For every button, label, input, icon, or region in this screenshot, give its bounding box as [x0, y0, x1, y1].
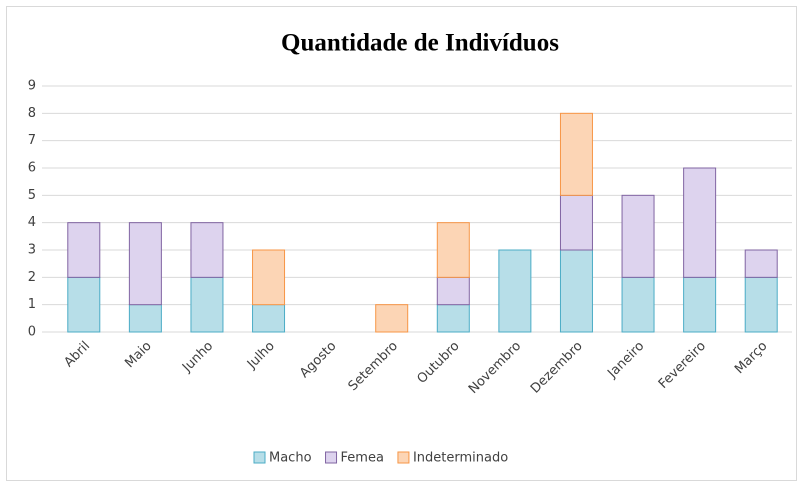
y-tick-label: 1 [28, 297, 36, 312]
bar-segment [621, 194, 655, 278]
bar-segment [436, 276, 470, 306]
chart-title: Quantidade de Indivíduos [281, 30, 559, 57]
bar-segment [252, 249, 286, 306]
y-tick-label: 3 [28, 243, 36, 258]
bar-segment [252, 304, 286, 333]
bar-segment [744, 276, 778, 333]
bar-segment [498, 249, 532, 333]
bar-segment [436, 222, 470, 278]
bar-segment [683, 167, 717, 278]
legend-swatch [397, 451, 410, 464]
legend-label: Femea [341, 451, 384, 466]
y-tick-label: 9 [28, 79, 36, 94]
bar-segment [683, 276, 717, 333]
legend-label: Macho [269, 451, 312, 466]
y-tick-label: 2 [28, 270, 36, 285]
y-tick-label: 0 [28, 325, 36, 340]
y-tick-label: 8 [28, 106, 36, 121]
y-tick-label: 6 [28, 161, 36, 176]
legend-label: Indeterminado [413, 451, 508, 466]
bar-segment [744, 249, 778, 278]
legend-swatch [253, 451, 266, 464]
chart-border [6, 6, 797, 481]
legend-swatch [325, 451, 338, 464]
y-tick-label: 4 [28, 215, 36, 230]
bar-segment [621, 276, 655, 333]
bar-segment [375, 304, 409, 333]
bar-segment [559, 249, 593, 333]
bar-segment [128, 304, 162, 333]
y-tick-label: 7 [28, 133, 36, 148]
bar-segment [436, 304, 470, 333]
bar-segment [190, 222, 224, 278]
bar-segment [128, 222, 162, 306]
bar-segment [67, 276, 101, 333]
bar-segment [67, 222, 101, 278]
bar-segment [559, 112, 593, 196]
bar-segment [559, 194, 593, 251]
bar-segment [190, 276, 224, 333]
y-tick-label: 5 [28, 188, 36, 203]
